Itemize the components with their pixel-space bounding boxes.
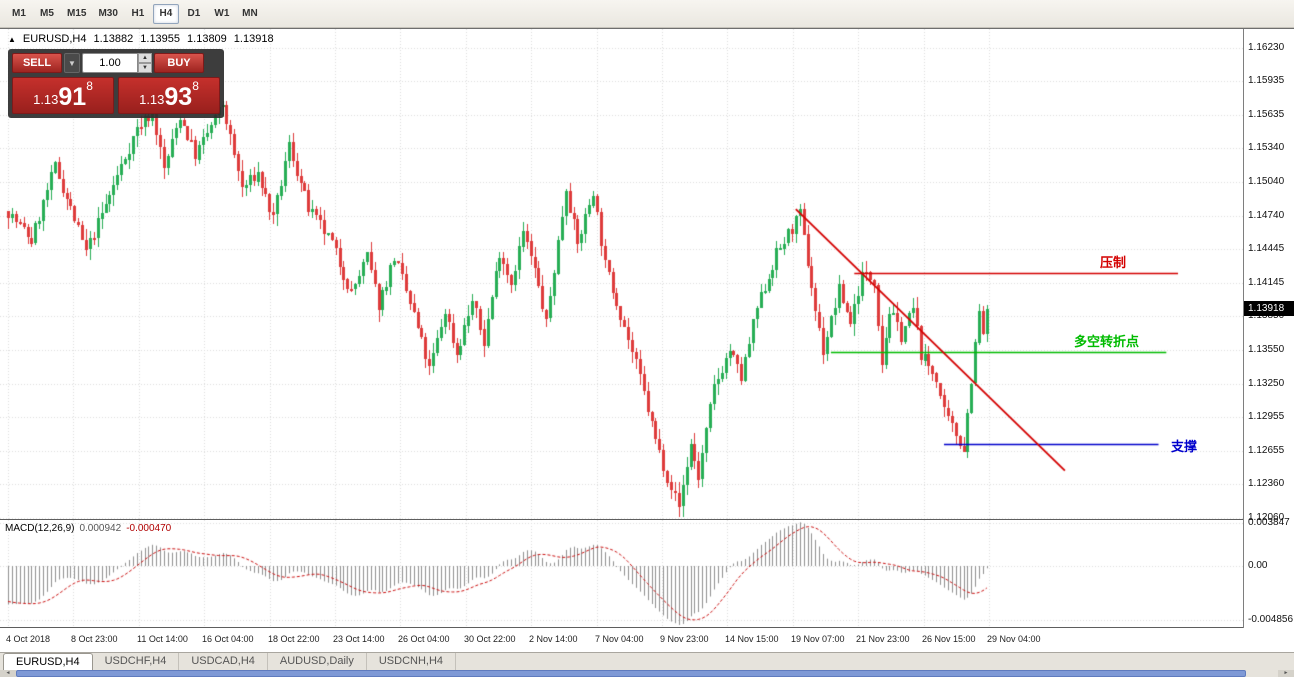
macd-indicator-label: MACD(12,26,9) 0.000942 -0.000470 [5,523,171,534]
price-axis-tick: 1.13250 [1248,378,1285,389]
timeframe-button-m30[interactable]: M30 [98,8,118,19]
macd-panel [0,519,1243,628]
price-axis-tick: 1.12655 [1248,445,1285,456]
chart-tab-usdchf-h4[interactable]: USDCHF,H4 [93,653,180,670]
support-label: 支撑 [1171,439,1198,454]
timeframe-button-mn[interactable]: MN [242,8,258,19]
time-axis-tick: 7 Nov 04:00 [595,634,644,644]
chart-tab-eurusd-h4[interactable]: EURUSD,H4 [3,653,93,670]
volume-spinner: ▲ ▼ [138,53,152,73]
price-axis-tick: 1.15635 [1248,109,1285,120]
ohlc-close-value: 1.13918 [233,33,274,45]
time-axis-tick: 9 Nov 23:00 [660,634,709,644]
price-axis-tick: 1.15935 [1248,75,1285,86]
macd-axis-label: -0.004856 [1248,614,1294,625]
ohlc-low-value: 1.13809 [187,33,227,45]
trade-panel-controls-row: SELL ▼ ▲ ▼ BUY [12,53,220,73]
chart-tab-usdcnh-h4[interactable]: USDCNH,H4 [367,653,457,670]
time-axis-tick: 29 Nov 04:00 [987,634,1041,644]
one-click-collapse-arrow-icon[interactable]: ▲ [8,34,16,44]
price-axis-tick: 1.15040 [1248,176,1285,187]
timeframe-button-m5[interactable]: M5 [40,8,54,19]
price-axis-tick: 1.13550 [1248,344,1285,355]
price-axis-tick: 1.14145 [1248,277,1285,288]
time-axis-tick: 4 Oct 2018 [6,634,51,644]
pivot-label: 多空转折点 [1074,334,1140,349]
macd-main-value: 0.000942 [79,523,122,534]
price-axis-tick: 1.12060 [1248,512,1285,523]
trade-panel-prices-row: 1.13 91 8 1.13 93 8 [12,77,220,114]
price-axis-tick: 1.16230 [1248,42,1285,53]
time-axis-tick: 23 Oct 14:00 [333,634,385,644]
timeframe-button-h4[interactable]: H4 [152,3,179,24]
time-axis-tick: 19 Nov 07:00 [791,634,845,644]
macd-axis-label: 0.00 [1248,560,1268,571]
time-axis-tick: 8 Oct 23:00 [71,634,118,644]
timeframe-button-w1[interactable]: W1 [214,8,230,19]
volume-increase-button[interactable]: ▲ [138,53,152,63]
volume-decrease-button[interactable]: ▼ [138,63,152,73]
timeframe-button-h1[interactable]: H1 [131,8,145,19]
chart-window: ▲ EURUSD,H4 1.13882 1.13955 1.13809 1.13… [0,28,1294,652]
scrollbar-thumb[interactable] [16,670,1246,677]
scroll-left-arrow-icon[interactable]: ◄ [0,670,16,677]
price-axis-tick: 1.14740 [1248,210,1285,221]
macd-axis-label: 0.003847 [1248,517,1290,528]
bid-price-display[interactable]: 1.13 91 8 [12,77,114,114]
price-axis[interactable]: 1.16230 1.15935 1.15635 1.15340 1.15040 1.147… [1243,29,1294,628]
time-axis-tick: 26 Nov 15:00 [922,634,976,644]
time-axis-tick: 16 Oct 04:00 [202,634,254,644]
time-axis-tick: 21 Nov 23:00 [856,634,910,644]
ohlc-open-value: 1.13882 [93,33,134,45]
ask-price-pipette: 8 [192,79,199,93]
volume-control: ▲ ▼ [82,53,152,73]
macd-signal-value: -0.000470 [126,523,172,534]
chart-tab-audusd-daily[interactable]: AUDUSD,Daily [268,653,367,670]
chevron-down-icon: ▼ [68,58,76,68]
timeframe-button-m15[interactable]: M15 [67,8,87,19]
timeframe-button-d1[interactable]: D1 [187,8,201,19]
timeframe-button-m1[interactable]: M1 [12,8,26,19]
time-axis-tick: 18 Oct 22:00 [268,634,320,644]
ask-price-big-digits: 93 [164,83,193,111]
macd-canvas[interactable] [0,520,1243,627]
macd-name: MACD(12,26,9) [5,523,75,534]
bid-price-pipette: 8 [86,79,93,93]
resistance-label: 压制 [1100,255,1127,270]
time-axis-tick: 11 Oct 14:00 [137,634,188,644]
time-axis-tick: 14 Nov 15:00 [725,634,779,644]
time-axis-tick: 30 Oct 22:00 [464,634,516,644]
price-axis-tick: 1.12955 [1248,411,1285,422]
ask-price-display[interactable]: 1.13 93 8 [118,77,220,114]
price-axis-tick: 1.12360 [1248,478,1285,489]
bid-price-big-digits: 91 [58,83,87,111]
buy-button[interactable]: BUY [154,53,204,73]
current-price-tag: 1.13918 [1244,301,1294,316]
chart-ohlc-title: ▲ EURUSD,H4 1.13882 1.13955 1.13809 1.13… [8,33,274,45]
scroll-right-arrow-icon[interactable]: ► [1278,670,1294,677]
price-axis-tick: 1.15340 [1248,142,1285,153]
volume-input[interactable] [82,53,138,73]
price-axis-tick: 1.14445 [1248,243,1285,254]
ask-price-prefix: 1.13 [139,92,165,107]
time-axis-tick: 2 Nov 14:00 [529,634,578,644]
chart-symbol-label: EURUSD,H4 [22,33,87,45]
time-axis[interactable]: 4 Oct 2018 8 Oct 23:00 11 Oct 14:00 16 Oct … [0,628,1294,653]
chart-tab-usdcad-h4[interactable]: USDCAD,H4 [179,653,268,670]
time-axis-tick: 26 Oct 04:00 [398,634,450,644]
bid-price-prefix: 1.13 [33,92,59,107]
sell-button[interactable]: SELL [12,53,62,73]
chart-tabs-bar: EURUSD,H4 USDCHF,H4 USDCAD,H4 AUDUSD,Daily U… [0,652,1294,670]
horizontal-scrollbar: ◄ ► [0,670,1294,677]
ohlc-high-value: 1.13955 [140,33,181,45]
timeframe-toolbar: M1 M5 M15 M30 H1 H4 D1 W1 MN [0,0,1294,28]
volume-dropdown-button[interactable]: ▼ [64,53,80,73]
